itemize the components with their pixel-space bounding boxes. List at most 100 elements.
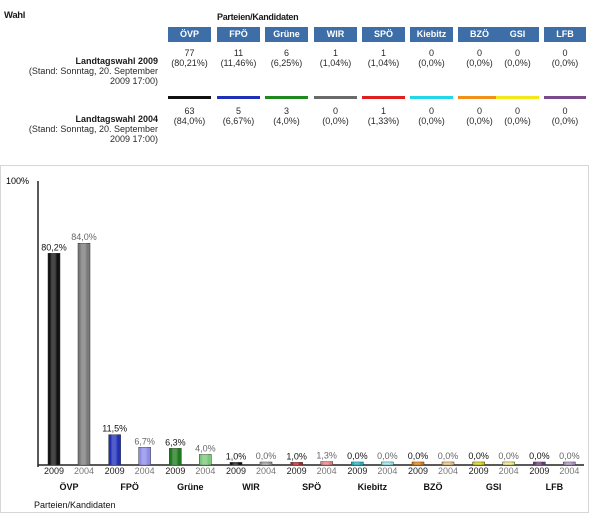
party-header-fpoe[interactable]: FPÖ bbox=[217, 27, 260, 42]
chart-frame bbox=[0, 165, 589, 513]
cell-2009-bzoe: 0 (0,0%) bbox=[458, 48, 501, 68]
cell-percent: (4,0%) bbox=[273, 116, 300, 126]
cell-count: 77 bbox=[184, 48, 195, 58]
row-2004-subtitle-1: (Stand: Sonntag, 20. September bbox=[28, 124, 158, 134]
category-label-spoe: SPÖ bbox=[302, 482, 321, 492]
row-2009-subtitle-1: (Stand: Sonntag, 20. September bbox=[28, 66, 158, 76]
cell-2009-fpoe: 11 (11,46%) bbox=[217, 48, 260, 68]
category-label-bzoe: BZÖ bbox=[424, 482, 443, 492]
bar-shine-2004-oevp bbox=[80, 243, 87, 465]
row-2009-subtitle-2: 2009 17:00) bbox=[109, 76, 158, 86]
category-label-fpoe: FPÖ bbox=[120, 482, 139, 492]
tick-label-2004-bzoe: 2004 bbox=[438, 466, 458, 476]
bar-label-2009-kiebitz: 0,0% bbox=[347, 451, 368, 461]
cell-count: 0 bbox=[476, 106, 482, 116]
party-header-gsi[interactable]: GSI bbox=[496, 27, 539, 42]
cell-count: 0 bbox=[428, 48, 434, 58]
tick-label-2009-spoe: 2009 bbox=[287, 466, 307, 476]
cell-percent: (0,0%) bbox=[504, 58, 531, 68]
cell-count: 1 bbox=[380, 106, 386, 116]
bar-label-2004-fpoe: 6,7% bbox=[134, 436, 155, 446]
cell-count: 5 bbox=[235, 106, 241, 116]
cell-percent: (1,04%) bbox=[319, 58, 352, 68]
party-color-bar-fpoe bbox=[217, 96, 260, 99]
bar-shine-2004-lfb bbox=[565, 462, 573, 465]
cell-2009-kiebitz: 0 (0,0%) bbox=[410, 48, 453, 68]
tick-label-2004-spoe: 2004 bbox=[317, 466, 337, 476]
cell-percent: (80,21%) bbox=[171, 58, 208, 68]
cell-percent: (0,0%) bbox=[466, 58, 493, 68]
category-label-gsi: GSI bbox=[486, 482, 502, 492]
party-header-lfb[interactable]: LFB bbox=[544, 27, 586, 42]
bar-shine-2004-gruene bbox=[201, 454, 209, 465]
category-label-wir: WIR bbox=[242, 482, 260, 492]
cell-count: 11 bbox=[233, 48, 244, 58]
row-2004-subtitle-2: 2009 17:00) bbox=[109, 134, 158, 144]
cell-2004-bzoe: 0 (0,0%) bbox=[458, 106, 501, 126]
cell-2004-gsi: 0 (0,0%) bbox=[496, 106, 539, 126]
tick-label-2009-wir: 2009 bbox=[226, 466, 246, 476]
bar-shine-2004-gsi bbox=[504, 462, 512, 465]
cell-count: 0 bbox=[428, 106, 434, 116]
bar-label-2009-lfb: 0,0% bbox=[529, 451, 550, 461]
cell-count: 1 bbox=[380, 48, 386, 58]
bar-shine-2004-bzoe bbox=[444, 462, 451, 465]
cell-2004-gruene: 3 (4,0%) bbox=[265, 106, 308, 126]
tick-label-2004-fpoe: 2004 bbox=[135, 466, 155, 476]
party-header-wir[interactable]: WIR bbox=[314, 27, 357, 42]
party-header-oevp[interactable]: ÖVP bbox=[168, 27, 211, 42]
tick-label-2009-bzoe: 2009 bbox=[408, 466, 428, 476]
y-axis-max-label: 100% bbox=[6, 176, 29, 186]
tick-label-2004-wir: 2004 bbox=[256, 466, 276, 476]
cell-percent: (0,0%) bbox=[504, 116, 531, 126]
bar-label-2009-wir: 1,0% bbox=[226, 451, 247, 461]
cell-percent: (84,0%) bbox=[173, 116, 206, 126]
tick-label-2004-kiebitz: 2004 bbox=[377, 466, 397, 476]
cell-2004-fpoe: 5 (6,67%) bbox=[217, 106, 260, 126]
tick-label-2009-oevp: 2009 bbox=[44, 466, 64, 476]
bar-label-2004-gruene: 4,0% bbox=[195, 443, 216, 453]
tick-label-2009-gsi: 2009 bbox=[469, 466, 489, 476]
party-color-bar-bzoe bbox=[458, 96, 501, 99]
bar-label-2004-wir: 0,0% bbox=[256, 451, 277, 461]
party-color-bar-wir bbox=[314, 96, 357, 99]
cell-count: 63 bbox=[184, 106, 195, 116]
party-header-spoe[interactable]: SPÖ bbox=[362, 27, 405, 42]
bar-label-2004-spoe: 1,3% bbox=[316, 451, 337, 461]
cell-percent: (0,0%) bbox=[418, 58, 445, 68]
cell-count: 0 bbox=[514, 48, 520, 58]
cell-2004-wir: 0 (0,0%) bbox=[314, 106, 357, 126]
bar-shine-2009-lfb bbox=[535, 462, 543, 465]
chart-canvas: 100% 80,2% 2009 84,0% 2004 ÖVP 11,5% 2009 6,7% 20… bbox=[6, 176, 584, 510]
bar-label-2004-kiebitz: 0,0% bbox=[377, 451, 398, 461]
cell-2009-lfb: 0 (0,0%) bbox=[544, 48, 586, 68]
bar-shine-2009-bzoe bbox=[414, 462, 421, 465]
cell-2004-kiebitz: 0 (0,0%) bbox=[410, 106, 453, 126]
bar-shine-2004-fpoe bbox=[140, 447, 148, 465]
bar-label-2004-bzoe: 0,0% bbox=[438, 451, 459, 461]
party-header-bzoe[interactable]: BZÖ bbox=[458, 27, 501, 42]
bar-shine-2009-kiebitz bbox=[353, 462, 361, 465]
header-parties: Parteien/Kandidaten bbox=[217, 12, 299, 22]
bar-shine-2004-spoe bbox=[322, 461, 330, 465]
party-color-bar-kiebitz bbox=[410, 96, 453, 99]
bar-label-2009-bzoe: 0,0% bbox=[408, 451, 429, 461]
category-label-oevp: ÖVP bbox=[59, 482, 78, 492]
bar-shine-2009-spoe bbox=[292, 462, 300, 465]
cell-count: 1 bbox=[332, 48, 338, 58]
tick-label-2009-gruene: 2009 bbox=[165, 466, 185, 476]
bar-label-2009-fpoe: 11,5% bbox=[102, 424, 127, 434]
category-label-gruene: Grüne bbox=[177, 482, 204, 492]
cell-2009-gsi: 0 (0,0%) bbox=[496, 48, 539, 68]
bar-shine-2009-gruene bbox=[171, 448, 179, 465]
cell-2009-oevp: 77 (80,21%) bbox=[168, 48, 211, 68]
bar-label-2004-gsi: 0,0% bbox=[498, 451, 519, 461]
header-wahl: Wahl bbox=[4, 10, 26, 21]
cell-percent: (0,0%) bbox=[322, 116, 349, 126]
party-color-bar-lfb bbox=[544, 96, 586, 99]
bar-label-2009-gsi: 0,0% bbox=[468, 451, 489, 461]
party-header-gruene[interactable]: Grüne bbox=[265, 27, 308, 42]
party-header-kiebitz[interactable]: Kiebitz bbox=[410, 27, 453, 42]
tick-label-2009-lfb: 2009 bbox=[529, 466, 549, 476]
tick-label-2004-gsi: 2004 bbox=[499, 466, 519, 476]
